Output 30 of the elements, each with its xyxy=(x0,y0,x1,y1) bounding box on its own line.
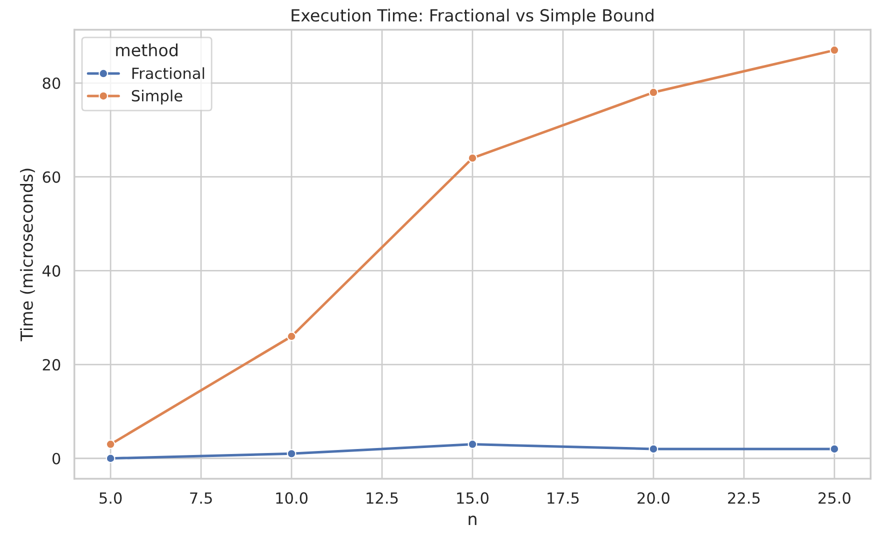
x-tick-label: 22.5 xyxy=(728,492,760,504)
y-tick-label: 80 xyxy=(42,77,60,90)
point xyxy=(468,153,478,163)
x-tick-label: 17.5 xyxy=(548,492,579,504)
y-tick-label: 20 xyxy=(42,359,60,371)
legend-label: Fractional xyxy=(132,67,204,80)
legend-label: Simple xyxy=(132,90,182,104)
y-tick-label: 0 xyxy=(52,452,60,464)
point xyxy=(106,440,116,450)
x-tick-label: 5.0 xyxy=(100,492,122,504)
x-axis-title: n xyxy=(468,516,476,525)
point xyxy=(648,444,658,454)
point xyxy=(830,444,840,454)
point xyxy=(286,332,296,342)
x-tick-label: 7.5 xyxy=(190,492,212,504)
x-tick-label: 12.5 xyxy=(366,492,398,504)
legend-title: method xyxy=(116,44,178,56)
y-axis-title: Time (microseconds) xyxy=(20,168,35,342)
chart-title: Execution Time: Fractional vs Simple Bound xyxy=(292,8,654,25)
point xyxy=(106,454,116,464)
point xyxy=(830,45,840,55)
x-tick-label: 20.0 xyxy=(638,492,670,504)
x-tick-label: 15.0 xyxy=(457,492,488,504)
point xyxy=(468,440,478,450)
y-tick-label: 60 xyxy=(42,171,60,183)
x-tick-label: 25.0 xyxy=(818,492,850,504)
point xyxy=(286,448,296,458)
point xyxy=(648,88,658,98)
x-tick-label: 10.0 xyxy=(276,492,308,504)
y-tick-label: 40 xyxy=(42,265,60,277)
